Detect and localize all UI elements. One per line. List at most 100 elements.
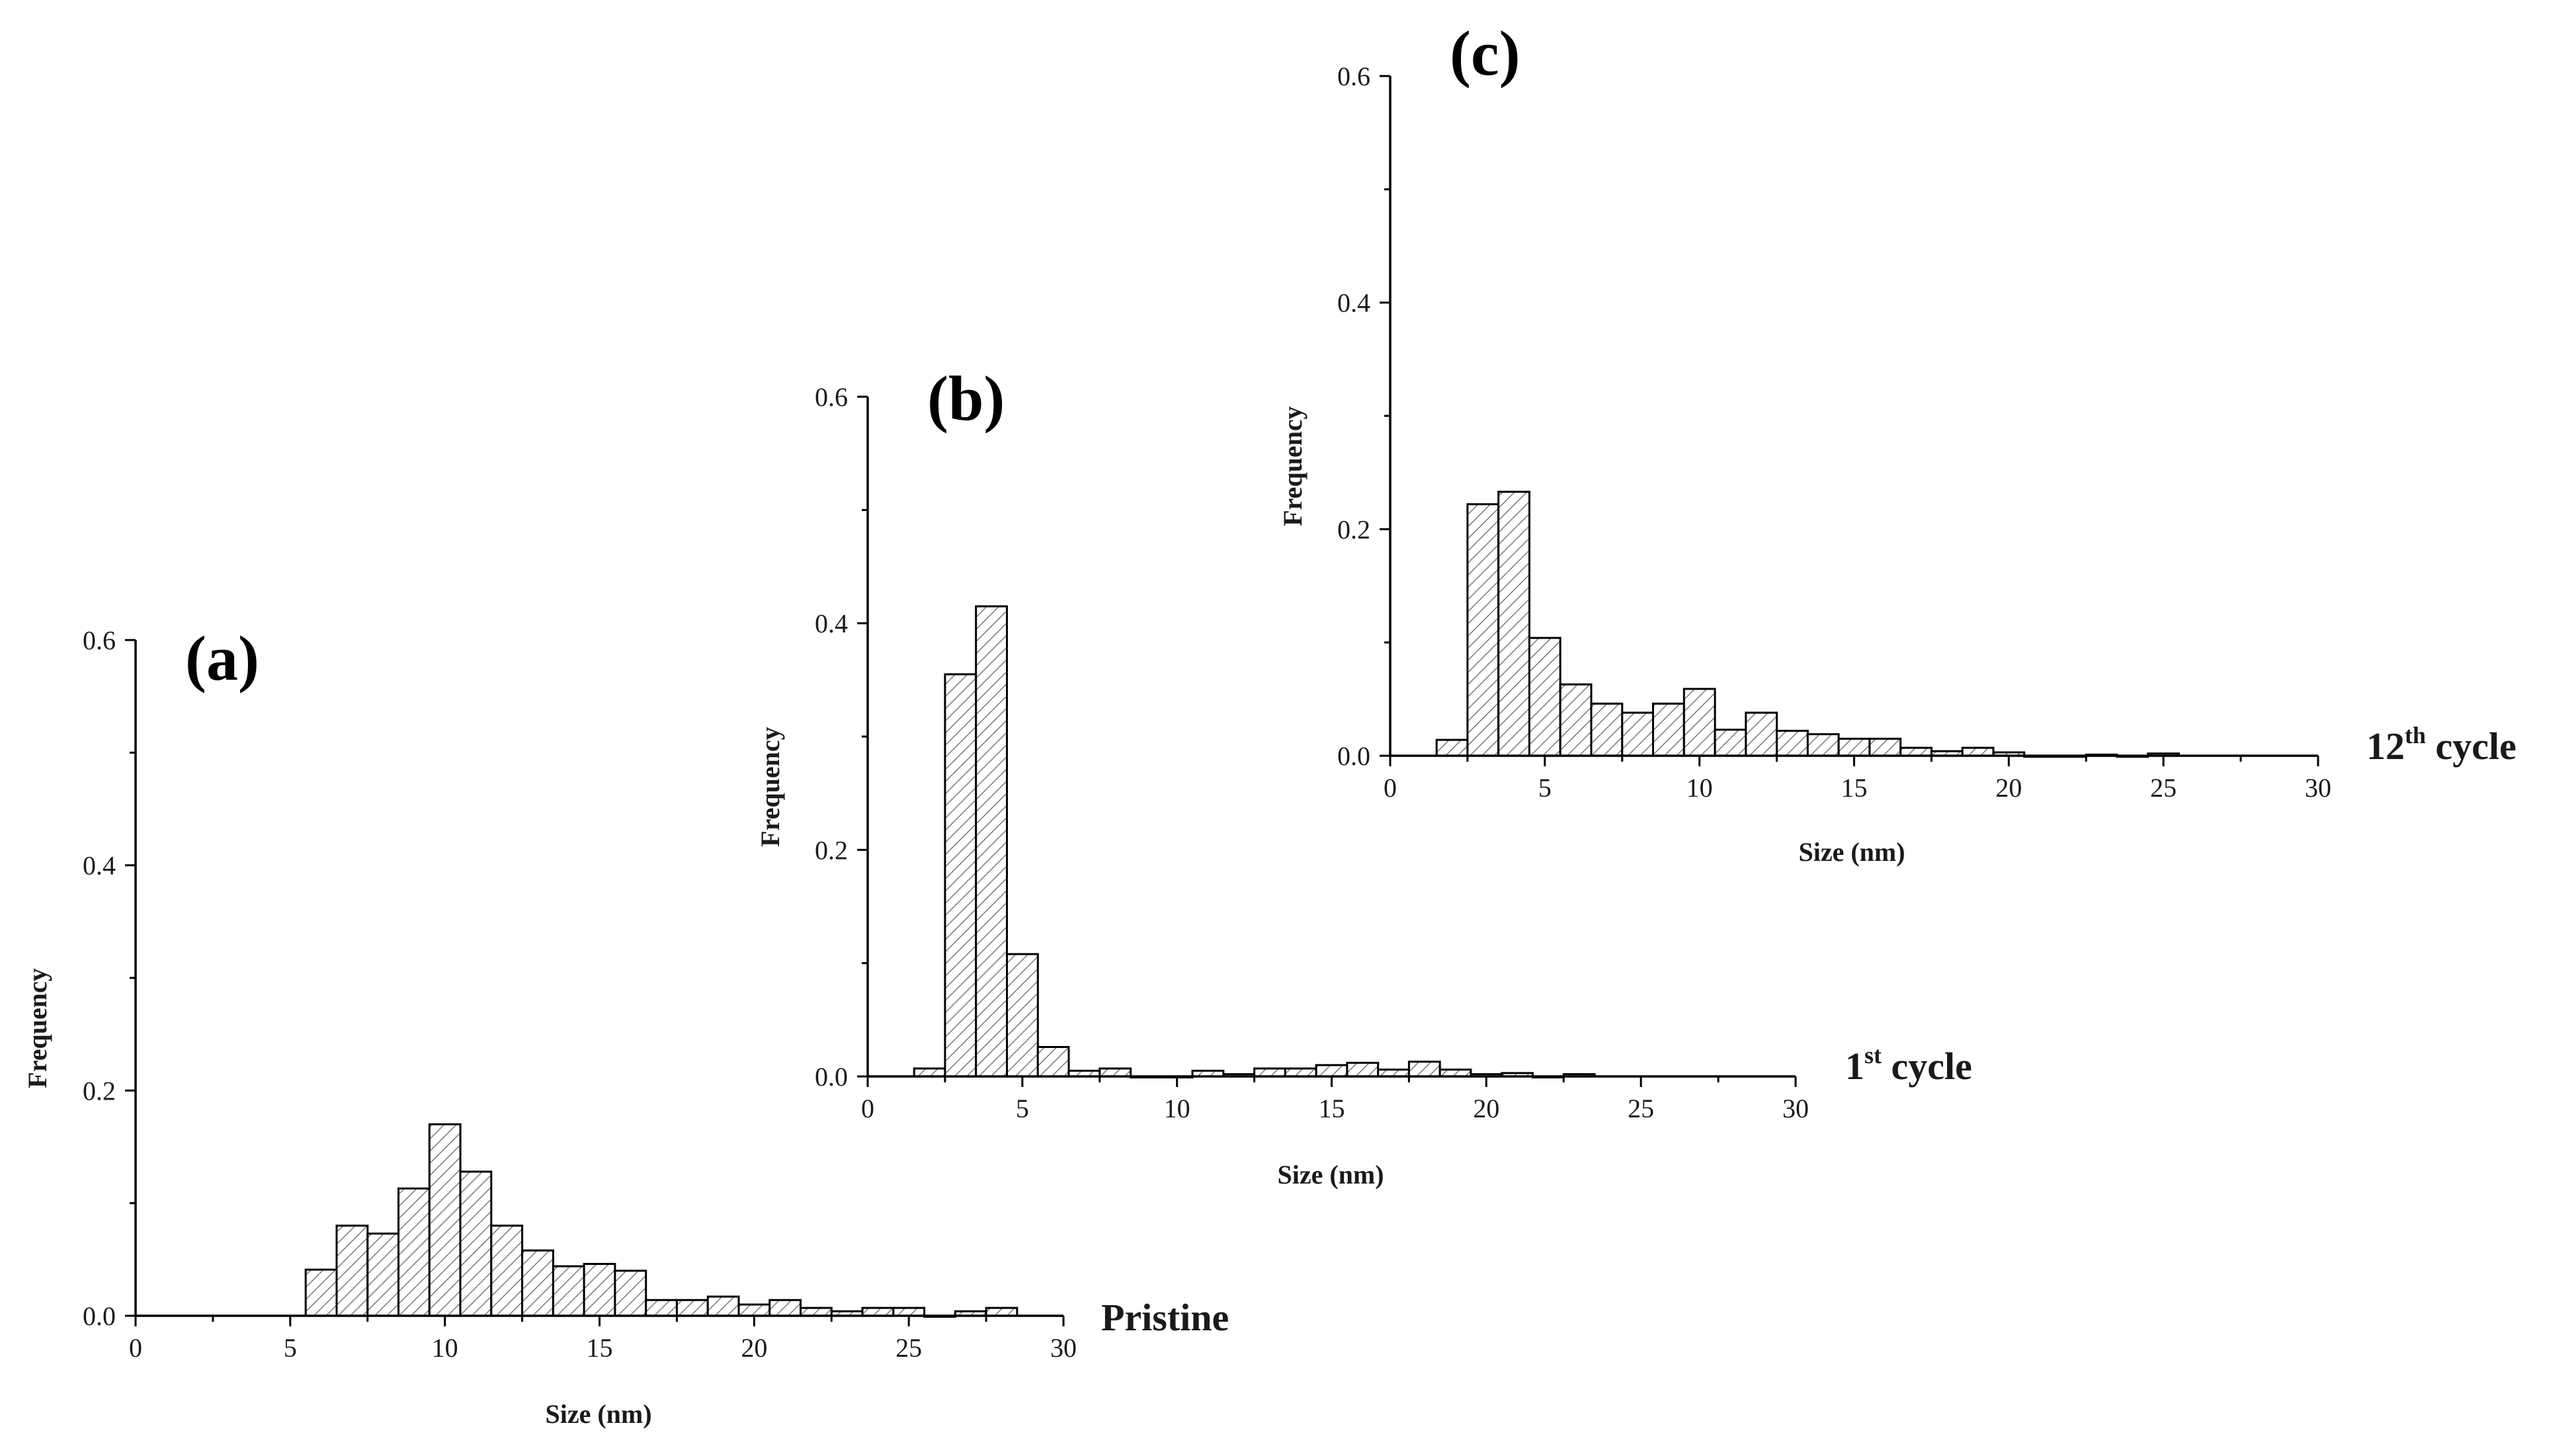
panel-a-x-tick-label: 10	[432, 1333, 458, 1363]
panel-a-bar	[428, 1123, 462, 1317]
panel-a-y-tick-label: 0.4	[83, 851, 116, 881]
panel-a-x-tick-label: 0	[129, 1333, 142, 1363]
panel-a-bar	[459, 1170, 493, 1317]
panel-c-y-tick-label: 0.6	[1337, 61, 1370, 91]
panel-c-y-axis-title: Frequency	[1278, 406, 1308, 526]
panel-c-bar	[1435, 739, 1469, 757]
panel-c-bar	[1683, 688, 1716, 757]
panel-b-series-label-rest: cycle	[1882, 1045, 1972, 1088]
panel-c-bar	[1466, 503, 1500, 757]
panel-b-bar	[1099, 1067, 1132, 1078]
panel-c-x-tick-label: 0	[1384, 773, 1397, 803]
panel-a-y-tick-label: 0.0	[83, 1301, 116, 1331]
panel-a-bar	[769, 1299, 802, 1317]
panel-c-bar	[1776, 729, 1809, 757]
panel-c-series-label-rest: cycle	[2426, 725, 2516, 768]
panel-b-axes: 0 5 10 15 20 25 30 0.0 0.2 0.4 0.6	[815, 382, 1809, 1123]
panel-b-y-tick-label: 0.0	[815, 1062, 848, 1092]
panel-a-histogram: (a) Pristine Size (nm) Frequency 0 5 10 15 2…	[22, 623, 1229, 1429]
panel-c-x-tick-label: 5	[1538, 773, 1552, 803]
panel-c-series-label-sup: th	[2405, 722, 2426, 748]
panel-a-bar	[706, 1295, 740, 1317]
panel-b-y-tick-label: 0.6	[815, 382, 848, 412]
panel-a-bar	[521, 1249, 554, 1317]
panel-c-x-tick-label: 30	[2305, 773, 2331, 803]
panel-c-bar	[1745, 711, 1778, 757]
panel-b-y-tick-label: 0.4	[815, 609, 848, 639]
panel-a-x-axis-title: Size (nm)	[545, 1399, 651, 1429]
panel-c-histogram: (c) 12th cycle Size (nm) Frequency 0 5 10 1…	[1278, 18, 2516, 867]
panel-a-axes: 0 5 10 15 20 25 30 0.0 0.2 0.4 0.6	[83, 625, 1077, 1363]
panel-b-y-tick-label: 0.2	[815, 835, 848, 865]
panel-c-y-tick-label: 0.0	[1337, 741, 1370, 771]
panel-c-series-label-base: 12	[2366, 725, 2405, 768]
panel-b-y-axis-title: Frequency	[755, 727, 785, 846]
panel-c-x-tick-label: 10	[1686, 773, 1713, 803]
panel-c-x-axis-title: Size (nm)	[1798, 837, 1905, 867]
panel-c-bar	[1714, 729, 1747, 757]
panel-a-y-tick-label: 0.6	[83, 625, 116, 655]
panel-a-tag: (a)	[185, 623, 259, 694]
panel-b-x-tick-label: 30	[1782, 1094, 1809, 1123]
panel-a-x-tick-label: 20	[741, 1333, 767, 1363]
panel-b-x-tick-label: 10	[1164, 1094, 1190, 1123]
panel-a-bar	[800, 1307, 833, 1317]
panel-b-bar	[944, 673, 977, 1078]
panel-b-x-tick-label: 5	[1016, 1094, 1029, 1123]
panel-b-bar	[1284, 1067, 1317, 1078]
panel-a-bar	[861, 1307, 895, 1317]
panel-b-x-tick-label: 0	[861, 1094, 874, 1123]
panel-a-bar	[583, 1263, 616, 1317]
panel-a-bars	[304, 1123, 1018, 1318]
panel-b-x-tick-label: 25	[1628, 1094, 1654, 1123]
panel-a-bar	[737, 1303, 771, 1317]
panel-a-bar	[490, 1225, 524, 1317]
panel-b-bar	[1315, 1064, 1349, 1078]
panel-b-bar	[913, 1067, 946, 1078]
panel-a-bar	[675, 1299, 709, 1317]
panel-a-bar	[366, 1232, 400, 1317]
panel-b-bar	[1253, 1067, 1286, 1078]
panel-c-bar	[1652, 702, 1685, 757]
panel-c-bar	[1590, 702, 1624, 757]
panel-c-bar	[1806, 733, 1840, 757]
panel-c-y-tick-label: 0.2	[1337, 514, 1370, 544]
panel-a-series-label: Pristine	[1101, 1296, 1229, 1339]
panel-c-bar	[1837, 737, 1871, 757]
panel-a-bar	[397, 1188, 431, 1317]
panel-b-x-tick-label: 20	[1473, 1094, 1499, 1123]
panel-a-x-tick-label: 30	[1050, 1333, 1077, 1363]
panel-c-x-tick-label: 15	[1841, 773, 1868, 803]
panel-b-bar	[1407, 1061, 1441, 1078]
panel-c-bar	[1868, 737, 1902, 757]
panel-a-bar	[552, 1265, 585, 1317]
panel-c-x-tick-label: 20	[1995, 773, 2022, 803]
panel-a-bar	[892, 1307, 926, 1317]
panel-a-y-tick-label: 0.2	[83, 1076, 116, 1106]
panel-b-series-label-base: 1	[1845, 1045, 1864, 1088]
panel-c-axes: 0 5 10 15 20 25 30 0.0 0.2 0.4 0.6	[1337, 61, 2331, 803]
panel-b-bar	[1036, 1046, 1070, 1078]
panel-b-tag: (b)	[927, 363, 1005, 434]
panel-a-y-axis-title: Frequency	[22, 968, 52, 1088]
panel-a-bar	[304, 1268, 338, 1317]
panel-b-bar	[1006, 953, 1039, 1078]
panel-b-bar	[1346, 1061, 1380, 1078]
panel-b-series-label: 1st cycle	[1845, 1042, 1972, 1088]
panel-b-x-tick-label: 15	[1319, 1094, 1345, 1123]
panel-c-bar	[1899, 746, 1932, 757]
panel-a-bar	[645, 1299, 679, 1317]
panel-a-x-tick-label: 5	[284, 1333, 297, 1363]
panel-a-x-tick-label: 25	[895, 1333, 922, 1363]
panel-c-bar	[1621, 711, 1655, 757]
panel-b-bar	[975, 605, 1008, 1078]
panel-b-series-label-sup: st	[1864, 1042, 1882, 1068]
panel-b-x-axis-title: Size (nm)	[1277, 1160, 1384, 1189]
panel-c-bar	[1559, 683, 1593, 757]
panel-c-x-tick-label: 25	[2150, 773, 2177, 803]
panel-c-bar	[1961, 746, 1995, 757]
panel-c-y-tick-label: 0.4	[1337, 288, 1370, 318]
panel-b-histogram: (b) 1st cycle Size (nm) Frequency 0 5 10 15…	[755, 363, 1972, 1189]
panel-a-bar	[985, 1307, 1018, 1317]
